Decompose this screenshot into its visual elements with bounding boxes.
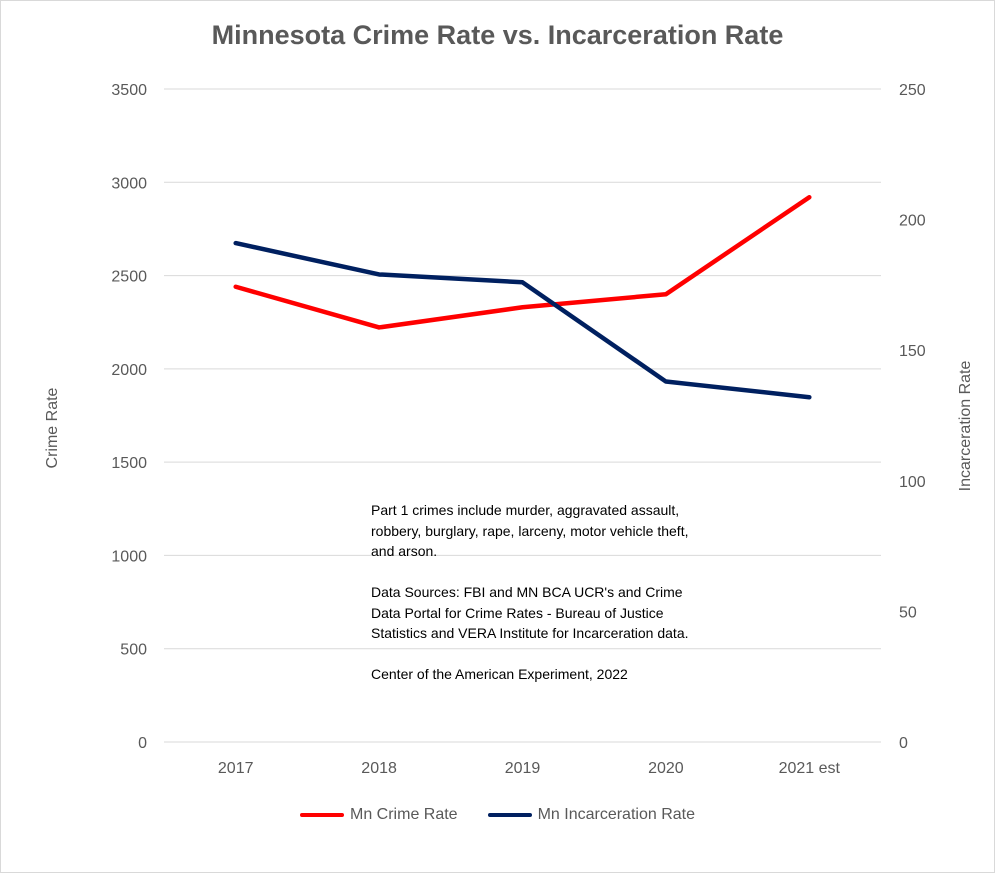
y-right-tick-label: 50 (899, 604, 917, 621)
chart-title: Minnesota Crime Rate vs. Incarceration R… (211, 20, 784, 50)
x-tick-label: 2018 (361, 760, 397, 777)
y-left-tick-label: 0 (138, 735, 147, 752)
legend-swatch-crime-rate (300, 813, 344, 817)
y-left-tick-label: 3500 (111, 82, 147, 99)
y-left-tick-label: 1500 (111, 455, 147, 472)
y-right-tick-label: 150 (899, 343, 926, 360)
y-axis-left-title: Crime Rate (44, 387, 61, 469)
series-lines (233, 194, 812, 400)
gridlines (164, 88, 881, 743)
annotation-credit: Center of the American Experiment, 2022 (371, 666, 628, 682)
x-tick-label: 2021 est (779, 760, 841, 777)
y-right-tick-label: 100 (899, 474, 926, 491)
y-left-tick-label: 1000 (111, 548, 147, 565)
y-right-tick-label: 250 (899, 82, 926, 99)
x-tick-label: 2019 (505, 760, 541, 777)
y-left-tick-label: 3000 (111, 175, 147, 192)
legend-label-incarceration-rate: Mn Incarceration Rate (537, 806, 695, 823)
x-tick-label: 2020 (648, 760, 684, 777)
chart-annotation: Part 1 crimes include murder, aggravated… (371, 500, 701, 705)
right-axis-ticks: 0 50 100 150 200 250 (899, 82, 926, 752)
left-axis-ticks: 0 500 1000 1500 2000 2500 3000 3500 (111, 82, 147, 752)
legend-swatch-incarceration-rate (487, 813, 532, 817)
annotation-crime-definition: Part 1 crimes include murder, aggravated… (371, 502, 689, 559)
y-left-tick-label: 500 (120, 642, 147, 659)
legend-label-crime-rate: Mn Crime Rate (350, 806, 458, 823)
legend: Mn Crime Rate Mn Incarceration Rate (0, 806, 995, 824)
y-axis-right-title: Incarceration Rate (957, 360, 974, 492)
y-left-tick-label: 2500 (111, 269, 147, 286)
legend-item-crime-rate: Mn Crime Rate (300, 806, 458, 824)
series-line-crime-rate (233, 194, 812, 330)
y-right-tick-label: 0 (899, 735, 908, 752)
x-tick-label: 2017 (218, 760, 254, 777)
x-axis-ticks: 2017 2018 2019 2020 2021 est (218, 760, 841, 777)
legend-item-incarceration-rate: Mn Incarceration Rate (487, 806, 695, 824)
series-line-incarceration-rate (233, 240, 812, 400)
y-left-tick-label: 2000 (111, 362, 147, 379)
annotation-data-sources: Data Sources: FBI and MN BCA UCR's and C… (371, 584, 689, 641)
y-right-tick-label: 200 (899, 213, 926, 230)
